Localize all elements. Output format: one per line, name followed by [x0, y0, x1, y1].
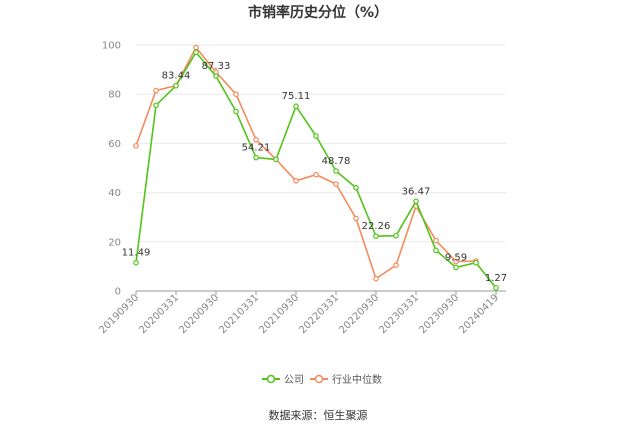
y-tick-label: 20	[108, 237, 121, 248]
company-data-point[interactable]	[393, 232, 399, 239]
legend-company-marker	[266, 374, 276, 384]
company-data-point[interactable]	[133, 259, 139, 266]
company-data-point[interactable]	[273, 156, 279, 163]
company-data-label: 83.44	[162, 71, 191, 82]
chart-title: 市销率历史分位（%）	[248, 4, 388, 21]
industry-median-data-point[interactable]	[153, 87, 159, 94]
x-tick-label: 20230331	[377, 292, 421, 336]
company-data-point[interactable]	[253, 154, 259, 161]
company-data-label: 87.33	[202, 61, 231, 72]
company-data-label: 11.49	[122, 248, 151, 259]
company-data-point[interactable]	[193, 49, 199, 56]
company-data-point[interactable]	[153, 102, 159, 109]
x-tick-label: 20210331	[217, 292, 261, 336]
company-data-point[interactable]	[433, 247, 439, 254]
x-tick-label: 20210930	[257, 292, 301, 336]
company-data-label: 9.59	[445, 252, 467, 263]
company-data-label: 1.27	[485, 273, 507, 284]
x-tick-label: 20220331	[297, 292, 341, 336]
company-series-line	[135, 51, 497, 289]
series-layer	[133, 44, 499, 291]
y-tick-label: 60	[108, 139, 121, 150]
legend-industry-marker	[314, 374, 324, 384]
y-tick-label: 40	[108, 188, 121, 199]
company-data-point[interactable]	[233, 108, 239, 115]
legend-item-company[interactable]: 公司	[262, 374, 304, 386]
legend: 公司 行业中位数	[262, 373, 382, 386]
industry-median-data-point[interactable]	[233, 91, 239, 98]
x-tick-label: 20230930	[417, 292, 461, 336]
company-data-label: 36.47	[402, 186, 431, 197]
x-tick-label: 20240419	[457, 292, 501, 336]
y-tick-label: 0	[115, 287, 121, 298]
y-tick-label: 100	[102, 41, 121, 52]
industry-median-data-point[interactable]	[193, 44, 199, 51]
industry-median-series-line	[135, 46, 477, 280]
company-data-label: 75.11	[282, 91, 311, 102]
legend-company-label: 公司	[284, 375, 304, 386]
company-data-label: 54.21	[242, 143, 271, 154]
industry-median-data-point[interactable]	[373, 275, 379, 282]
label-layer: 11.49 83.44 87.33 54.21 75.11 48.78 22.26 36.47…	[122, 61, 507, 284]
industry-median-data-point[interactable]	[433, 237, 439, 244]
industry-median-data-point[interactable]	[333, 181, 339, 187]
company-data-point[interactable]	[493, 285, 499, 291]
industry-median-data-point[interactable]	[313, 171, 319, 178]
industry-median-data-point[interactable]	[453, 258, 459, 265]
industry-median-data-point[interactable]	[393, 262, 399, 268]
company-data-point[interactable]	[173, 82, 179, 89]
industry-median-data-point[interactable]	[133, 143, 139, 149]
company-data-point[interactable]	[353, 184, 359, 191]
company-data-point[interactable]	[313, 133, 319, 139]
company-data-point[interactable]	[333, 168, 339, 174]
company-data-point[interactable]	[473, 259, 479, 266]
industry-median-data-point[interactable]	[253, 136, 259, 143]
source-note: 数据来源：恒生聚源	[269, 408, 368, 422]
company-data-point[interactable]	[413, 198, 419, 205]
industry-median-data-point[interactable]	[353, 215, 359, 222]
company-data-point[interactable]	[453, 264, 459, 271]
x-tick-label: 20190930	[97, 292, 141, 336]
axis-layer: 0204060801002019093020200331202009302021…	[97, 41, 506, 336]
x-tick-label: 20200331	[137, 292, 181, 336]
company-data-point[interactable]	[373, 233, 379, 240]
legend-industry-label: 行业中位数	[332, 373, 382, 386]
legend-item-industry-median[interactable]: 行业中位数	[310, 373, 382, 386]
company-data-label: 48.78	[322, 156, 351, 167]
company-data-label: 22.26	[362, 221, 391, 232]
industry-median-data-point[interactable]	[293, 177, 299, 184]
x-tick-label: 20220930	[337, 292, 381, 336]
x-tick-label: 20200930	[177, 292, 221, 336]
company-data-point[interactable]	[213, 73, 219, 79]
y-tick-label: 80	[108, 90, 121, 101]
company-data-point[interactable]	[293, 103, 299, 110]
